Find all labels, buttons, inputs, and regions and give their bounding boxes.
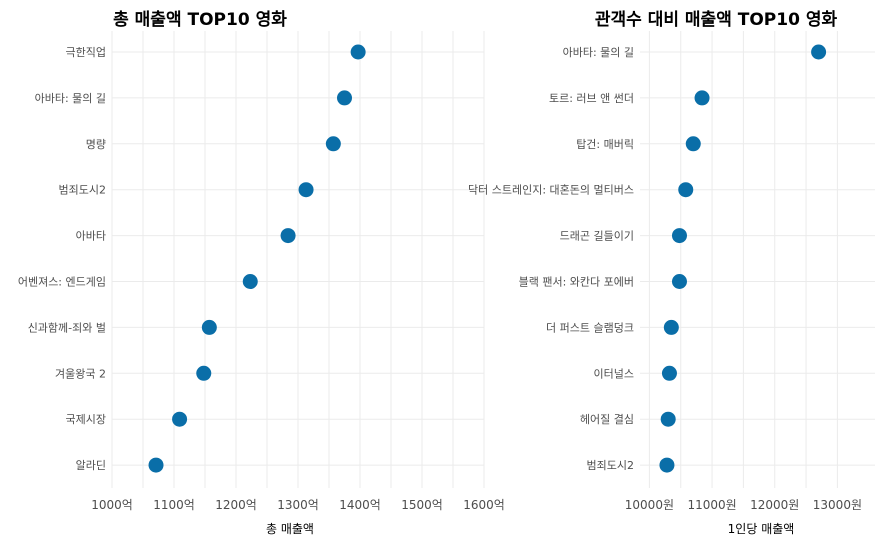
chart-title: 관객수 대비 매출액 TOP10 영화 (595, 10, 838, 30)
chart-panel-total-revenue: 총 매출액 TOP10 영화 총 매출액 1000억 1100억 1200억 1300… (18, 10, 505, 536)
category-label: 아바타: 물의 길 (563, 46, 634, 59)
grid-lines (111, 31, 485, 488)
data-points (148, 44, 366, 473)
data-point (325, 136, 341, 152)
x-axis-ticks: 1000억 1100억 1200억 1300억 1400억 1500억 1600억 (91, 498, 505, 512)
data-point (811, 44, 827, 60)
category-label: 아바타: 물의 길 (35, 92, 106, 105)
category-label: 극한직업 (66, 46, 106, 59)
data-point (659, 457, 675, 473)
category-label: 이터널스 (594, 367, 634, 380)
data-point (663, 319, 679, 335)
x-tick-label: 1300억 (277, 498, 319, 512)
x-tick-label: 1400억 (339, 498, 381, 512)
data-point (172, 411, 188, 427)
data-point (242, 274, 258, 289)
data-point (337, 90, 352, 106)
category-label: 범죄도시2 (59, 184, 106, 197)
category-label: 겨울왕국 2 (55, 367, 106, 380)
category-label: 신과함께-죄와 벌 (28, 321, 106, 334)
category-label: 범죄도시2 (587, 459, 634, 472)
data-point (660, 411, 676, 427)
category-label: 블랙 팬서: 와칸다 포에버 (519, 276, 634, 289)
x-tick-label: 1600억 (463, 498, 505, 512)
category-label: 알라딘 (76, 458, 106, 472)
data-point (661, 365, 677, 381)
x-axis-title: 1인당 매출액 (728, 522, 795, 536)
x-tick-label: 10000원 (625, 498, 674, 512)
data-point (148, 457, 164, 473)
category-label: 더 퍼스트 슬램덩크 (546, 321, 634, 334)
data-point (685, 136, 701, 152)
grid-lines (640, 31, 875, 488)
category-label: 아바타 (76, 230, 106, 243)
data-point (350, 44, 366, 60)
x-tick-label: 11000원 (687, 498, 736, 512)
data-points (659, 44, 827, 473)
data-point (694, 90, 710, 106)
data-point (671, 274, 687, 289)
data-point (678, 182, 694, 198)
data-point (196, 365, 212, 381)
category-label: 드래곤 길들이기 (560, 230, 634, 243)
x-tick-label: 13000원 (813, 498, 862, 512)
data-point (671, 228, 687, 244)
category-label: 국제시장 (66, 413, 106, 426)
x-tick-label: 1000억 (91, 498, 133, 512)
category-label: 헤어질 결심 (580, 413, 634, 426)
x-axis-title: 총 매출액 (266, 522, 314, 536)
category-label: 어벤져스: 엔드게임 (18, 276, 106, 289)
x-tick-label: 1200억 (215, 498, 257, 512)
category-label: 닥터 스트레인지: 대혼돈의 멀티버스 (468, 184, 634, 197)
category-label: 명량 (86, 138, 106, 151)
x-tick-label: 12000원 (750, 498, 799, 512)
category-label: 탑건: 매버릭 (576, 138, 634, 151)
data-point (201, 319, 217, 335)
data-point (280, 228, 296, 244)
x-tick-label: 1100억 (153, 498, 195, 512)
data-point (298, 182, 314, 198)
chart-title: 총 매출액 TOP10 영화 (113, 10, 287, 30)
chart-panel-revenue-per-viewer: 관객수 대비 매출액 TOP10 영화 1인당 매출액 10000원 11000원… (468, 10, 875, 536)
category-label: 토르: 러브 앤 썬더 (549, 92, 634, 105)
x-axis-ticks: 10000원 11000원 12000원 13000원 (625, 498, 862, 512)
x-tick-label: 1500억 (401, 498, 443, 512)
